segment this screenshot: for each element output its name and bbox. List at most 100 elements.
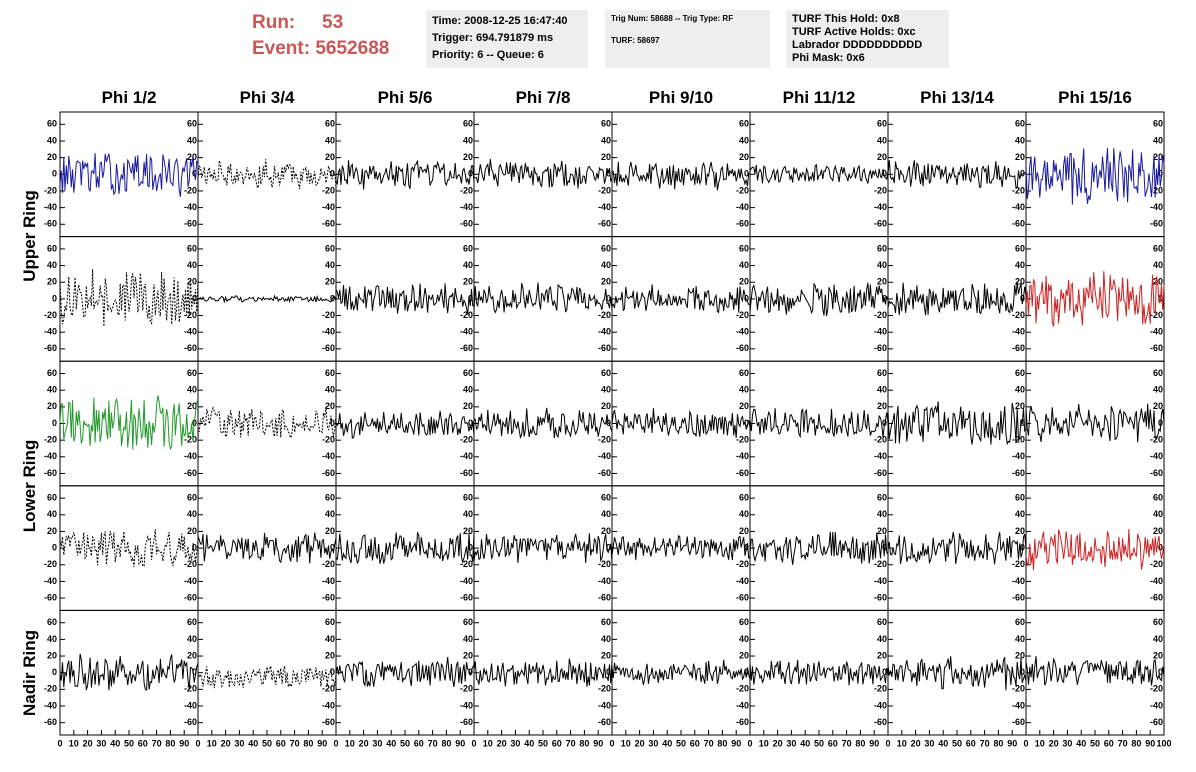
y-tick-label-r0-c2-1: -40 bbox=[460, 202, 473, 212]
y-tick-label-r2-c0-6: 60 bbox=[187, 368, 197, 378]
time-text: Time: 2008-12-25 16:47:40 bbox=[432, 15, 568, 27]
y-tick-label-r2-c2-2: -20 bbox=[460, 435, 473, 445]
y-tick-label-r4-c7-4: 20 bbox=[1153, 650, 1163, 660]
y-tick-label-r4-c4-0: -60 bbox=[736, 717, 749, 727]
y-tick-label-r2-left-5: 40 bbox=[47, 385, 57, 395]
y-tick-label-r3-c0-1: -40 bbox=[184, 576, 197, 586]
y-tick-label-r1-c3-6: 60 bbox=[601, 243, 611, 253]
x-tick-label-c5-7: 70 bbox=[842, 738, 852, 748]
waveform-r4-c1 bbox=[197, 665, 337, 689]
y-tick-label-r0-c7-4: 20 bbox=[1153, 152, 1163, 162]
x-tick-label-c3-6: 60 bbox=[552, 738, 562, 748]
y-tick-label-r1-left-6: 60 bbox=[47, 243, 57, 253]
y-tick-label-r2-c4-5: 40 bbox=[739, 385, 749, 395]
panel-frame-r4-c0 bbox=[59, 609, 199, 736]
y-tick-label-r0-c7-0: -60 bbox=[1150, 219, 1163, 229]
y-tick-label-r2-c2-0: -60 bbox=[460, 468, 473, 478]
y-tick-label-r0-c1-3: 0 bbox=[330, 169, 335, 179]
y-tick-label-r3-c2-2: -20 bbox=[460, 559, 473, 569]
y-tick-label-r1-c6-1: -40 bbox=[1012, 327, 1025, 337]
x-tick-label-c7-3: 30 bbox=[1062, 738, 1072, 748]
x-tick-label-c4-1: 10 bbox=[621, 738, 631, 748]
y-tick-label-r2-c5-4: 20 bbox=[877, 401, 887, 411]
y-tick-label-r3-c0-4: 20 bbox=[187, 526, 197, 536]
x-tick-label-c1-6: 60 bbox=[276, 738, 286, 748]
time-info-box: Time: 2008-12-25 16:47:40 Trigger: 694.7… bbox=[426, 10, 588, 68]
y-tick-label-r4-c2-1: -40 bbox=[460, 700, 473, 710]
waveform-r4-c2 bbox=[335, 657, 475, 688]
y-tick-label-r4-c1-6: 60 bbox=[325, 617, 335, 627]
y-tick-label-r4-c1-0: -60 bbox=[322, 717, 335, 727]
panel-frame-r2-c0 bbox=[59, 360, 199, 487]
y-tick-label-r3-c3-4: 20 bbox=[601, 526, 611, 536]
y-tick-label-r0-c4-6: 60 bbox=[739, 119, 749, 129]
y-tick-label-r3-c2-1: -40 bbox=[460, 576, 473, 586]
x-tick-label-c3-0: 0 bbox=[471, 738, 476, 748]
x-tick-label-c3-4: 40 bbox=[524, 738, 534, 748]
y-tick-label-r3-c3-3: 0 bbox=[606, 542, 611, 552]
y-tick-label-r2-c6-6: 60 bbox=[1015, 368, 1025, 378]
x-tick-label-c4-3: 30 bbox=[648, 738, 658, 748]
x-tick-label-c3-8: 80 bbox=[579, 738, 589, 748]
y-tick-label-r4-c1-2: -20 bbox=[322, 684, 335, 694]
y-tick-label-r0-c5-0: -60 bbox=[874, 219, 887, 229]
x-tick-label-c6-4: 40 bbox=[938, 738, 948, 748]
y-tick-label-r1-c4-5: 40 bbox=[739, 260, 749, 270]
labrador-text: Labrador DDDDDDDDDD bbox=[792, 39, 923, 51]
y-tick-label-r3-c6-2: -20 bbox=[1012, 559, 1025, 569]
y-tick-label-r3-c5-5: 40 bbox=[877, 509, 887, 519]
y-tick-label-r2-c1-6: 60 bbox=[325, 368, 335, 378]
y-tick-label-r2-c7-1: -40 bbox=[1150, 451, 1163, 461]
y-tick-label-r2-c6-4: 20 bbox=[1015, 401, 1025, 411]
y-tick-label-r3-left-2: -20 bbox=[44, 559, 57, 569]
y-tick-label-r1-c7-5: 40 bbox=[1153, 260, 1163, 270]
x-tick-label-c0-1: 10 bbox=[69, 738, 79, 748]
y-tick-label-r1-c4-2: -20 bbox=[736, 310, 749, 320]
column-header-phi-1-2: Phi 1/2 bbox=[101, 88, 157, 107]
y-tick-label-r0-c0-5: 40 bbox=[187, 135, 197, 145]
x-tick-label-c1-9: 90 bbox=[317, 738, 327, 748]
y-tick-label-r1-c1-2: -20 bbox=[322, 310, 335, 320]
waveform-r0-c5 bbox=[749, 163, 889, 184]
y-tick-label-r1-c1-4: 20 bbox=[325, 277, 335, 287]
run-label: Run: bbox=[252, 12, 296, 33]
y-tick-label-r4-c2-0: -60 bbox=[460, 717, 473, 727]
y-tick-label-r2-c1-0: -60 bbox=[322, 468, 335, 478]
y-tick-label-r2-left-3: 0 bbox=[52, 418, 57, 428]
y-tick-label-r4-c2-4: 20 bbox=[463, 650, 473, 660]
x-tick-label-c5-3: 30 bbox=[786, 738, 796, 748]
y-tick-label-r1-c1-1: -40 bbox=[322, 327, 335, 337]
y-tick-label-r3-c3-2: -20 bbox=[598, 559, 611, 569]
y-tick-label-r0-left-6: 60 bbox=[47, 119, 57, 129]
x-tick-label-c0-5: 50 bbox=[124, 738, 134, 748]
run-value: 53 bbox=[322, 12, 344, 33]
x-tick-label-c5-6: 60 bbox=[828, 738, 838, 748]
y-tick-label-r0-c3-1: -40 bbox=[598, 202, 611, 212]
y-tick-label-r4-c5-1: -40 bbox=[874, 700, 887, 710]
y-tick-label-r0-left-2: -20 bbox=[44, 185, 57, 195]
y-tick-label-r4-c7-3: 0 bbox=[1158, 667, 1163, 677]
y-tick-label-r2-c3-5: 40 bbox=[601, 385, 611, 395]
y-tick-label-r4-c5-5: 40 bbox=[877, 634, 887, 644]
y-tick-label-r1-left-5: 40 bbox=[47, 260, 57, 270]
y-tick-label-r0-c6-1: -40 bbox=[1012, 202, 1025, 212]
column-header-phi-15-16: Phi 15/16 bbox=[1058, 88, 1132, 107]
y-tick-label-r0-c7-2: -20 bbox=[1150, 185, 1163, 195]
y-tick-label-r3-c6-0: -60 bbox=[1012, 592, 1025, 602]
event-line: Event: 5652688 bbox=[252, 36, 389, 62]
y-tick-label-r2-c2-1: -40 bbox=[460, 451, 473, 461]
x-tick-label-c4-5: 50 bbox=[676, 738, 686, 748]
y-tick-label-r0-c2-5: 40 bbox=[463, 135, 473, 145]
waveform-r3-c0 bbox=[59, 529, 199, 568]
waveform-r1-c4 bbox=[611, 284, 751, 314]
y-tick-label-r3-c5-2: -20 bbox=[874, 559, 887, 569]
x-tick-label-c2-8: 80 bbox=[441, 738, 451, 748]
x-tick-label-c6-9: 90 bbox=[1007, 738, 1017, 748]
y-tick-label-r4-c7-2: -20 bbox=[1150, 684, 1163, 694]
x-tick-label-c3-9: 90 bbox=[593, 738, 603, 748]
y-tick-label-r0-c7-1: -40 bbox=[1150, 202, 1163, 212]
x-tick-label-c1-3: 30 bbox=[234, 738, 244, 748]
y-tick-label-r1-left-3: 0 bbox=[52, 293, 57, 303]
column-header-phi-11-12: Phi 11/12 bbox=[782, 88, 856, 107]
y-tick-label-r1-c2-5: 40 bbox=[463, 260, 473, 270]
